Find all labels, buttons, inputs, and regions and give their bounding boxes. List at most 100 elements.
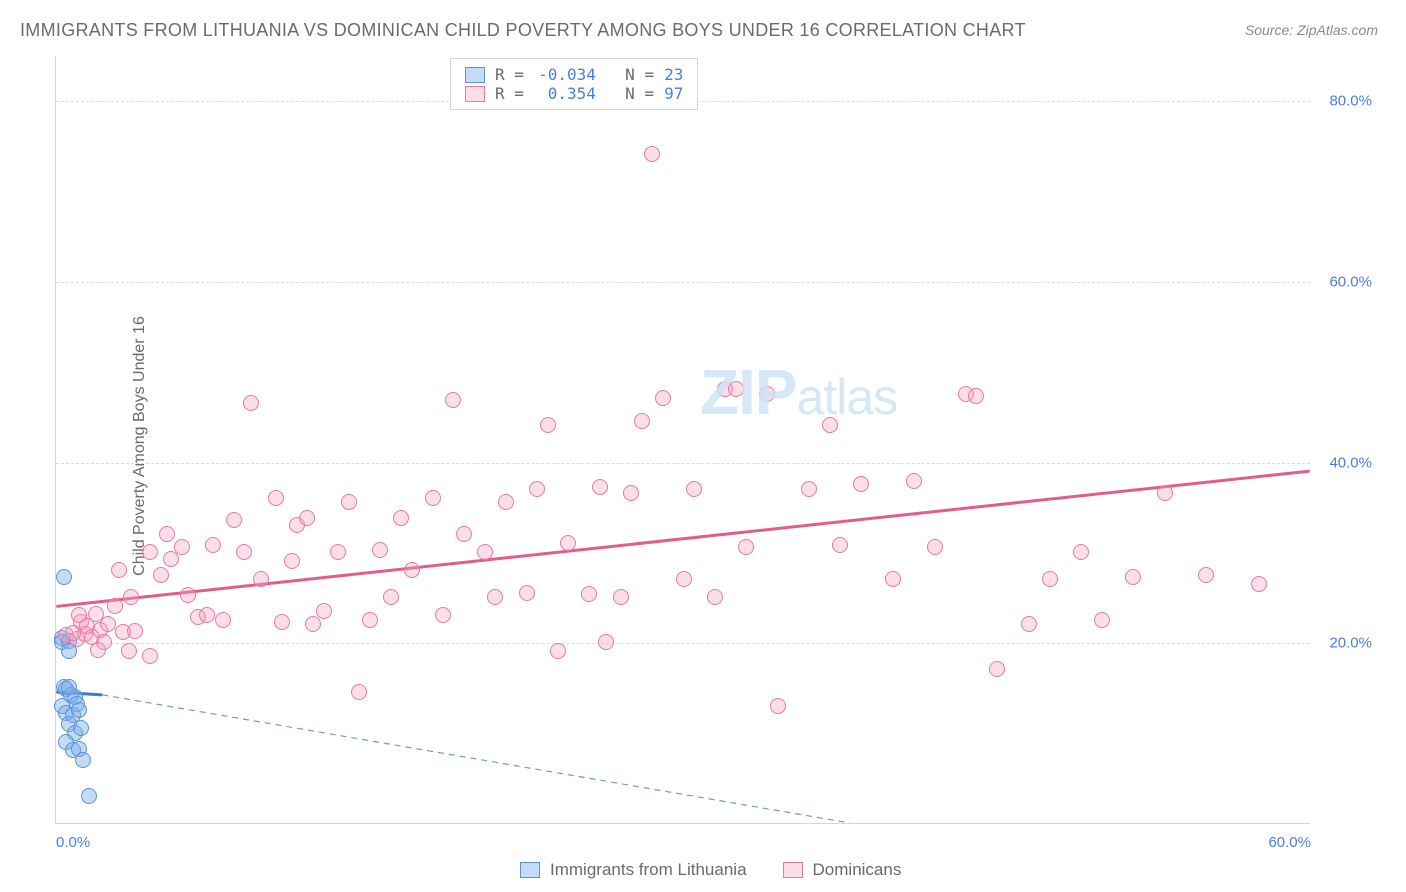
- legend-swatch: [465, 86, 485, 102]
- data-point-dominicans: [634, 413, 650, 429]
- data-point-dominicans: [989, 661, 1005, 677]
- data-point-dominicans: [180, 587, 196, 603]
- data-point-dominicans: [305, 616, 321, 632]
- data-point-dominicans: [445, 392, 461, 408]
- data-point-dominicans: [686, 481, 702, 497]
- data-point-lithuania: [71, 702, 87, 718]
- legend-n-value: 97: [664, 84, 683, 103]
- data-point-dominicans: [372, 542, 388, 558]
- data-point-dominicans: [215, 612, 231, 628]
- data-point-dominicans: [560, 535, 576, 551]
- data-point-dominicans: [540, 417, 556, 433]
- data-point-dominicans: [456, 526, 472, 542]
- data-point-dominicans: [1073, 544, 1089, 560]
- data-point-lithuania: [73, 720, 89, 736]
- data-point-dominicans: [927, 539, 943, 555]
- data-point-dominicans: [362, 612, 378, 628]
- data-point-dominicans: [613, 589, 629, 605]
- data-point-dominicans: [1042, 571, 1058, 587]
- data-point-dominicans: [316, 603, 332, 619]
- legend-series-label: Immigrants from Lithuania: [550, 860, 747, 880]
- legend-swatch: [520, 862, 540, 878]
- data-point-dominicans: [676, 571, 692, 587]
- data-point-dominicans: [100, 616, 116, 632]
- data-point-dominicans: [96, 634, 112, 650]
- data-point-dominicans: [885, 571, 901, 587]
- data-point-dominicans: [519, 585, 535, 601]
- correlation-legend: R = -0.034 N = 23R = 0.354 N = 97: [450, 58, 698, 110]
- data-point-dominicans: [644, 146, 660, 162]
- data-point-dominicans: [1157, 485, 1173, 501]
- data-point-dominicans: [968, 388, 984, 404]
- data-point-dominicans: [121, 643, 137, 659]
- data-point-dominicans: [268, 490, 284, 506]
- data-point-dominicans: [770, 698, 786, 714]
- legend-series-label: Dominicans: [813, 860, 902, 880]
- data-point-dominicans: [655, 390, 671, 406]
- data-point-lithuania: [56, 569, 72, 585]
- data-point-dominicans: [142, 544, 158, 560]
- legend-r-value: 0.354: [534, 84, 596, 103]
- legend-r-label: R =: [495, 84, 524, 103]
- data-point-dominicans: [123, 589, 139, 605]
- data-point-dominicans: [111, 562, 127, 578]
- legend-n-label: N =: [606, 65, 654, 84]
- data-point-dominicans: [351, 684, 367, 700]
- data-point-dominicans: [759, 386, 775, 402]
- x-tick-label: 0.0%: [56, 834, 90, 851]
- data-point-dominicans: [330, 544, 346, 560]
- data-point-lithuania: [75, 752, 91, 768]
- data-point-dominicans: [226, 512, 242, 528]
- chart-title: IMMIGRANTS FROM LITHUANIA VS DOMINICAN C…: [20, 20, 1026, 41]
- data-point-dominicans: [801, 481, 817, 497]
- y-tick-label: 80.0%: [1329, 93, 1372, 110]
- gridline: [56, 282, 1310, 283]
- data-point-dominicans: [243, 395, 259, 411]
- series-legend: Immigrants from Lithuania Dominicans: [520, 860, 901, 880]
- data-point-dominicans: [853, 476, 869, 492]
- data-point-dominicans: [477, 544, 493, 560]
- data-point-dominicans: [822, 417, 838, 433]
- plot-area: 20.0%40.0%60.0%80.0%0.0%60.0%: [55, 56, 1310, 824]
- data-point-dominicans: [142, 648, 158, 664]
- data-point-dominicans: [107, 598, 123, 614]
- data-point-dominicans: [832, 537, 848, 553]
- data-point-dominicans: [299, 510, 315, 526]
- data-point-dominicans: [174, 539, 190, 555]
- legend-row-lithuania: R = -0.034 N = 23: [465, 65, 683, 84]
- x-tick-label: 60.0%: [1268, 834, 1311, 851]
- data-point-dominicans: [65, 625, 81, 641]
- legend-row-dominicans: R = 0.354 N = 97: [465, 84, 683, 103]
- data-point-dominicans: [393, 510, 409, 526]
- data-point-dominicans: [906, 473, 922, 489]
- data-point-lithuania: [61, 679, 77, 695]
- data-point-dominicans: [236, 544, 252, 560]
- data-point-dominicans: [205, 537, 221, 553]
- data-point-dominicans: [1021, 616, 1037, 632]
- data-point-dominicans: [1198, 567, 1214, 583]
- data-point-dominicans: [487, 589, 503, 605]
- data-point-dominicans: [592, 479, 608, 495]
- data-point-dominicans: [1251, 576, 1267, 592]
- data-point-dominicans: [623, 485, 639, 501]
- data-point-dominicans: [79, 618, 95, 634]
- legend-r-label: R =: [495, 65, 524, 84]
- legend-r-value: -0.034: [534, 65, 596, 84]
- data-point-dominicans: [728, 381, 744, 397]
- legend-n-value: 23: [664, 65, 683, 84]
- data-point-dominicans: [435, 607, 451, 623]
- y-tick-label: 40.0%: [1329, 454, 1372, 471]
- legend-swatch: [465, 67, 485, 83]
- data-point-dominicans: [425, 490, 441, 506]
- data-point-dominicans: [581, 586, 597, 602]
- data-point-dominicans: [598, 634, 614, 650]
- source-label: Source: ZipAtlas.com: [1245, 22, 1378, 38]
- data-point-dominicans: [274, 614, 290, 630]
- data-point-dominicans: [153, 567, 169, 583]
- data-point-dominicans: [383, 589, 399, 605]
- legend-swatch: [783, 862, 803, 878]
- legend-item-lithuania: Immigrants from Lithuania: [520, 860, 747, 880]
- gridline: [56, 643, 1310, 644]
- data-point-dominicans: [284, 553, 300, 569]
- data-point-dominicans: [404, 562, 420, 578]
